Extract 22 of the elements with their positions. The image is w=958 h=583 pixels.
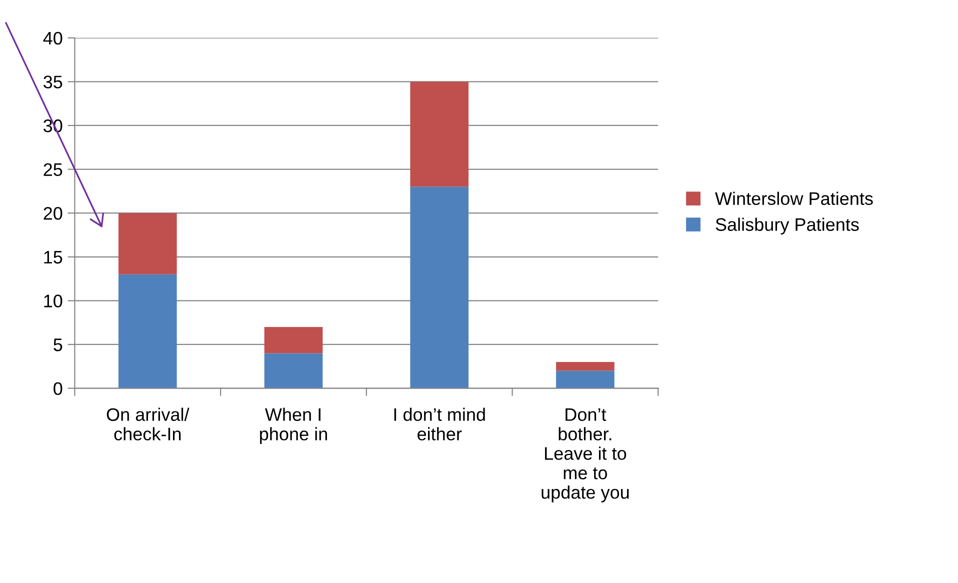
bar xyxy=(556,362,614,371)
bar xyxy=(118,274,177,388)
y-tick-label: 15 xyxy=(44,251,62,264)
bar xyxy=(556,370,614,388)
legend-label: Salisbury Patients xyxy=(716,218,859,235)
x-tick-label: When I phone in xyxy=(260,408,327,444)
bar xyxy=(118,213,177,274)
bar xyxy=(410,82,469,187)
x-tick-label: On arrival/ check-In xyxy=(106,408,190,440)
bar xyxy=(410,186,469,388)
y-tick-label: 5 xyxy=(54,338,62,352)
y-tick-label: 0 xyxy=(54,382,62,395)
x-tick-label: Don’t bother. Leave it to me to update you xyxy=(542,408,629,502)
y-tick-label: 35 xyxy=(44,76,62,88)
x-tick-label: I don’t mind either xyxy=(394,408,485,440)
y-tick-label: 40 xyxy=(43,32,62,45)
bar xyxy=(264,326,323,354)
y-tick-label: 20 xyxy=(44,207,62,220)
y-tick-label: 10 xyxy=(44,294,62,308)
y-tick-label: 25 xyxy=(44,163,62,176)
bar xyxy=(264,353,323,388)
legend-label: Winterslow Patients xyxy=(715,192,873,206)
